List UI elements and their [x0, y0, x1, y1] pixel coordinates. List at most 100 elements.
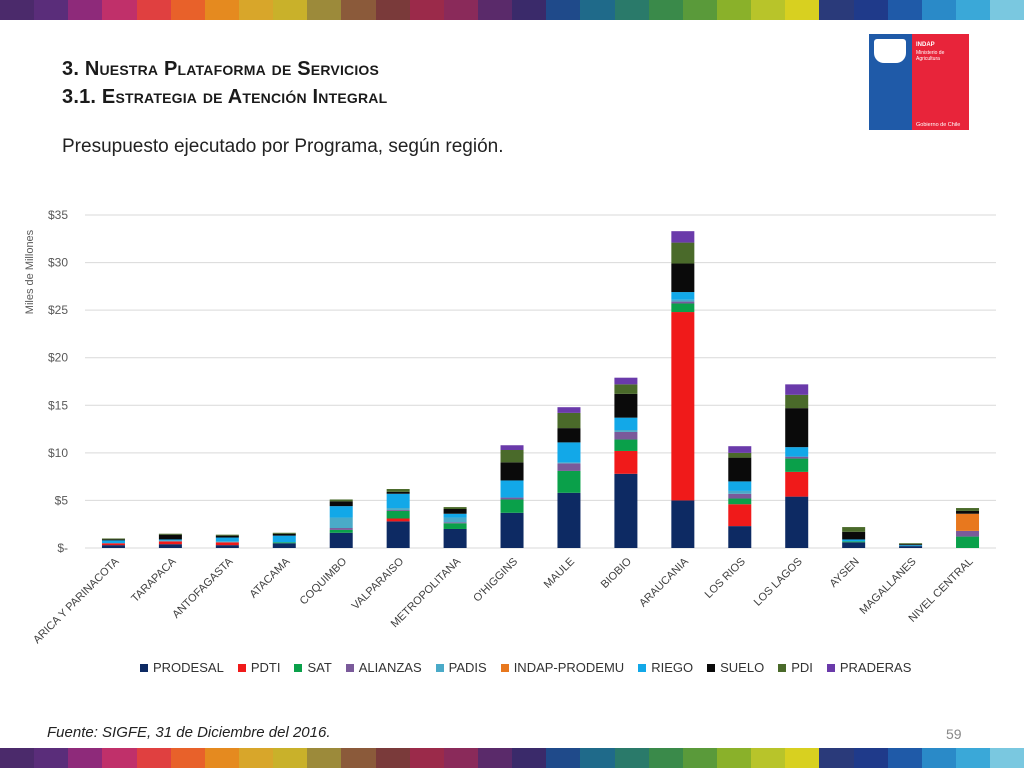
stripe-segment — [580, 0, 615, 20]
bar-segment — [443, 508, 467, 514]
bar-segment — [785, 408, 809, 448]
bar-segment — [785, 496, 809, 548]
stripe-segment — [648, 748, 683, 768]
x-tick-label: VALPARAISO — [350, 555, 407, 612]
bar-segment — [443, 517, 467, 523]
bar-segment — [158, 539, 182, 541]
stripe-segment — [273, 0, 308, 20]
legend-swatch — [500, 663, 509, 672]
stripe-segment — [102, 0, 137, 20]
bar-segment — [899, 543, 923, 545]
logo-ministry: Ministerio de Agricultura — [916, 50, 945, 62]
bar-segment — [671, 263, 695, 293]
bar-segment — [500, 450, 524, 463]
bar-segment — [272, 543, 296, 548]
stripe-segment — [887, 748, 922, 768]
bar-segment — [500, 499, 524, 513]
bar-segment — [842, 539, 866, 542]
x-tick-label: ARAUCANIA — [637, 555, 691, 609]
stripe-segment — [955, 0, 991, 20]
bar-segment — [500, 480, 524, 498]
bar-segment — [671, 292, 695, 300]
bar-segment — [785, 394, 809, 409]
bar-segment — [842, 542, 866, 548]
stripe-segment — [990, 748, 1024, 768]
legend-label: PRADERAS — [839, 660, 912, 675]
stripe-segment — [238, 0, 274, 20]
bar-segment — [443, 513, 467, 518]
bar-segment — [956, 510, 980, 514]
bar-segment — [443, 522, 467, 524]
x-tick-label: LOS LAGOS — [752, 556, 805, 609]
bar-segment — [329, 528, 353, 530]
legend-item: SUELO — [707, 660, 764, 675]
legend-label: INDAP-PRODEMU — [513, 660, 625, 675]
stripe-segment — [785, 0, 820, 20]
x-tick-label: MAULE — [542, 556, 577, 591]
bar-segment — [215, 545, 239, 548]
legend-item: INDAP-PRODEMU — [500, 660, 625, 675]
bar-segment — [215, 541, 239, 543]
stripe-segment — [682, 748, 717, 768]
y-tick-label: $5 — [55, 493, 69, 507]
y-tick-label: $35 — [48, 208, 68, 222]
stripe-segment — [170, 748, 205, 768]
bar-segment — [215, 534, 239, 536]
stripe-segment — [751, 0, 786, 20]
stripe-segment — [375, 0, 410, 20]
bar-segment — [785, 456, 809, 459]
bar-segment — [386, 493, 410, 509]
bar-segment — [500, 497, 524, 500]
stripe-segment — [819, 748, 854, 768]
top-color-stripe — [0, 0, 1024, 20]
stripe-segment — [512, 748, 547, 768]
legend-label: PADIS — [448, 660, 487, 675]
stripe-segment — [853, 0, 888, 20]
x-tick-label: TARAPACA — [129, 555, 179, 605]
stripe-segment — [580, 748, 615, 768]
legend-label: PDTI — [250, 660, 281, 675]
legend-swatch — [826, 663, 835, 672]
stripe-segment — [512, 0, 547, 20]
stripe-segment — [614, 0, 649, 20]
bar-segment — [899, 544, 923, 546]
bar-segment — [614, 439, 638, 451]
legend-label: ALIANZAS — [358, 660, 422, 675]
legend-label: SUELO — [720, 660, 765, 675]
legend-item: ALIANZAS — [345, 660, 422, 675]
stripe-segment — [477, 0, 513, 20]
bar-segment — [614, 384, 638, 394]
bar-segment — [386, 489, 410, 492]
bar-segment — [557, 412, 581, 429]
bar-segment — [671, 312, 695, 501]
stripe-segment — [34, 748, 69, 768]
stripe-segment — [409, 748, 444, 768]
legend-label: RIEGO — [651, 660, 694, 675]
bar-segment — [101, 538, 125, 540]
bar-segment — [272, 533, 296, 536]
y-tick-label: $20 — [48, 351, 68, 365]
bar-segment — [500, 445, 524, 451]
bar-segment — [728, 457, 752, 482]
slide-title: 3. Nuestra Plataforma de Servicios 3.1. … — [62, 55, 387, 111]
legend-label: PRODESAL — [153, 660, 224, 675]
stripe-segment — [546, 748, 581, 768]
bar-segment — [386, 508, 410, 510]
bar-segment — [956, 530, 980, 537]
stripe-segment — [0, 748, 35, 768]
x-tick-label: AYSEN — [827, 556, 861, 590]
stripe-segment — [341, 0, 376, 20]
legend-swatch — [638, 663, 647, 672]
x-tick-label: O'HIGGINS — [471, 556, 520, 605]
bar-segment — [215, 542, 239, 546]
x-tick-label: LOS RIOS — [703, 556, 748, 601]
page-number: 59 — [946, 726, 962, 742]
legend-item: SAT — [294, 660, 332, 675]
bar-segment — [956, 536, 980, 548]
stripe-segment — [716, 748, 752, 768]
bar-segment — [500, 512, 524, 548]
bar-segment — [671, 303, 695, 313]
stripe-segment — [136, 748, 171, 768]
bar-segment — [386, 509, 410, 511]
